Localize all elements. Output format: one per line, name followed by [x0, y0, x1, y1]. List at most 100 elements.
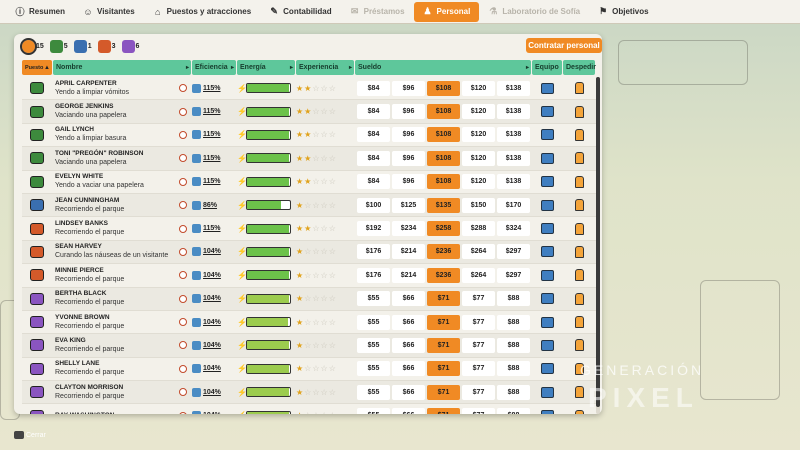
salary-option-button[interactable]: $135: [427, 197, 460, 213]
salary-option-button[interactable]: $55: [357, 337, 390, 353]
locate-icon[interactable]: [179, 224, 187, 233]
salary-option-button[interactable]: $108: [427, 80, 460, 96]
name-cell[interactable]: GAIL LYNCH Yendo a limpiar basura: [53, 126, 191, 143]
salary-option-button[interactable]: $108: [427, 150, 460, 166]
locate-icon[interactable]: [179, 247, 187, 256]
salary-option-button[interactable]: $66: [392, 384, 425, 400]
fire-staff-icon[interactable]: [574, 105, 584, 118]
tab-8[interactable]: ⚑ Objetivos: [589, 2, 657, 22]
name-cell[interactable]: EVA KING Recorriendo el parque: [53, 337, 191, 354]
salary-option-button[interactable]: $288: [462, 221, 495, 237]
equipment-icon[interactable]: [540, 410, 554, 414]
salary-option-button[interactable]: $77: [462, 384, 495, 400]
table-scrollbar[interactable]: [596, 77, 600, 414]
salary-option-button[interactable]: $120: [462, 150, 495, 166]
fire-staff-icon[interactable]: [574, 222, 584, 235]
salary-option-button[interactable]: $88: [497, 361, 530, 377]
name-cell[interactable]: APRIL CARPENTER Yendo a limpiar vómitos: [53, 80, 191, 97]
fire-staff-icon[interactable]: [574, 152, 584, 165]
name-cell[interactable]: MINNIE PIERCE Recorriendo el parque: [53, 267, 191, 284]
salary-option-button[interactable]: $55: [357, 408, 390, 414]
equipment-icon[interactable]: [540, 246, 554, 258]
column-header-sueldo[interactable]: Sueldo ▸: [355, 60, 531, 75]
name-cell[interactable]: BERTHA BLACK Recorriendo el parque: [53, 290, 191, 307]
fire-staff-icon[interactable]: [574, 409, 584, 414]
locate-icon[interactable]: [179, 294, 187, 303]
salary-option-button[interactable]: $108: [427, 127, 460, 143]
salary-option-button[interactable]: $71: [427, 337, 460, 353]
locate-icon[interactable]: [179, 154, 187, 163]
salary-option-button[interactable]: $84: [357, 174, 390, 190]
fire-staff-icon[interactable]: [574, 175, 584, 188]
salary-option-button[interactable]: $55: [357, 314, 390, 330]
salary-option-button[interactable]: $214: [392, 244, 425, 260]
locate-icon[interactable]: [179, 177, 187, 186]
salary-option-button[interactable]: $234: [392, 221, 425, 237]
column-header-experiencia[interactable]: Experiencia ▸: [296, 60, 354, 75]
equipment-icon[interactable]: [540, 363, 554, 375]
locate-icon[interactable]: [179, 318, 187, 327]
salary-option-button[interactable]: $66: [392, 314, 425, 330]
salary-option-button[interactable]: $84: [357, 80, 390, 96]
salary-option-button[interactable]: $71: [427, 314, 460, 330]
salary-option-button[interactable]: $258: [427, 221, 460, 237]
salary-option-button[interactable]: $138: [497, 127, 530, 143]
salary-option-button[interactable]: $77: [462, 337, 495, 353]
fire-staff-icon[interactable]: [574, 316, 584, 329]
salary-option-button[interactable]: $170: [497, 197, 530, 213]
equipment-icon[interactable]: [540, 386, 554, 398]
tab-2[interactable]: ☺ Visitantes: [74, 2, 144, 22]
salary-option-button[interactable]: $84: [357, 104, 390, 120]
fire-staff-icon[interactable]: [574, 269, 584, 282]
salary-option-button[interactable]: $96: [392, 104, 425, 120]
salary-option-button[interactable]: $88: [497, 291, 530, 307]
salary-option-button[interactable]: $77: [462, 291, 495, 307]
fire-staff-icon[interactable]: [574, 362, 584, 375]
name-cell[interactable]: EVELYN WHITE Yendo a vaciar una papelera: [53, 173, 191, 190]
salary-option-button[interactable]: $138: [497, 104, 530, 120]
salary-option-button[interactable]: $236: [427, 244, 460, 260]
salary-option-button[interactable]: $71: [427, 408, 460, 414]
salary-option-button[interactable]: $77: [462, 408, 495, 414]
salary-option-button[interactable]: $236: [427, 267, 460, 283]
salary-option-button[interactable]: $120: [462, 104, 495, 120]
equipment-icon[interactable]: [540, 316, 554, 328]
name-cell[interactable]: SEAN HARVEY Curando las náuseas de un vis…: [53, 243, 191, 260]
salary-option-button[interactable]: $66: [392, 361, 425, 377]
salary-option-button[interactable]: $66: [392, 337, 425, 353]
salary-option-button[interactable]: $71: [427, 384, 460, 400]
salary-option-button[interactable]: $138: [497, 80, 530, 96]
name-cell[interactable]: RAY WASHINGTON: [53, 411, 191, 414]
column-header-nombre[interactable]: Nombre ▸: [53, 60, 191, 75]
salary-option-button[interactable]: $88: [497, 314, 530, 330]
staff-filter-janitor[interactable]: 5: [49, 40, 68, 53]
salary-option-button[interactable]: $176: [357, 267, 390, 283]
salary-option-button[interactable]: $84: [357, 127, 390, 143]
column-header-energia[interactable]: Energía ▸: [237, 60, 295, 75]
salary-option-button[interactable]: $77: [462, 361, 495, 377]
salary-option-button[interactable]: $96: [392, 150, 425, 166]
tab-6[interactable]: ♟ Personal: [413, 1, 480, 22]
salary-option-button[interactable]: $66: [392, 408, 425, 414]
staff-filter-mechanic[interactable]: 1: [73, 40, 92, 53]
equipment-icon[interactable]: [540, 176, 554, 188]
equipment-icon[interactable]: [540, 199, 554, 211]
salary-option-button[interactable]: $108: [427, 104, 460, 120]
locate-icon[interactable]: [179, 107, 187, 116]
salary-option-button[interactable]: $125: [392, 197, 425, 213]
salary-option-button[interactable]: $88: [497, 337, 530, 353]
fire-staff-icon[interactable]: [574, 292, 584, 305]
tab-4[interactable]: ✎ Contabilidad: [260, 2, 340, 22]
salary-option-button[interactable]: $55: [357, 384, 390, 400]
locate-icon[interactable]: [179, 84, 187, 93]
fire-staff-icon[interactable]: [574, 339, 584, 352]
salary-option-button[interactable]: $96: [392, 174, 425, 190]
locate-icon[interactable]: [179, 388, 187, 397]
salary-option-button[interactable]: $120: [462, 174, 495, 190]
salary-option-button[interactable]: $96: [392, 127, 425, 143]
salary-option-button[interactable]: $264: [462, 267, 495, 283]
salary-option-button[interactable]: $324: [497, 221, 530, 237]
salary-option-button[interactable]: $100: [357, 197, 390, 213]
equipment-icon[interactable]: [540, 339, 554, 351]
column-header-puesto[interactable]: Puesto ▲: [22, 60, 52, 75]
